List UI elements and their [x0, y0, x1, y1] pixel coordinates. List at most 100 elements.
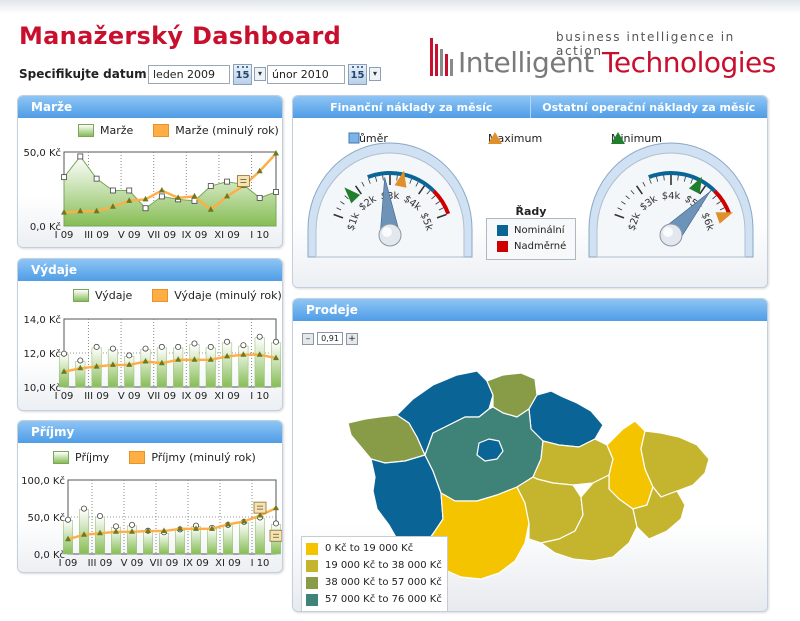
point-previous [129, 528, 135, 534]
gauge-tick [426, 190, 431, 195]
point-previous [65, 535, 71, 542]
point-previous [257, 512, 263, 518]
point-current [93, 175, 100, 182]
gauge-face [596, 152, 746, 258]
map-legend-swatch [306, 576, 318, 589]
legend-item-minimum: Minimum [611, 132, 662, 145]
point-previous [273, 504, 279, 511]
zoom-in-button[interactable]: + [346, 332, 358, 345]
x-tick-label: VII 09 [148, 391, 177, 402]
annotation-icon [236, 175, 250, 187]
point-previous [113, 528, 119, 534]
point-previous [175, 356, 182, 362]
zoom-value[interactable]: 0,91 [317, 332, 343, 345]
point-current [93, 343, 100, 350]
x-tick-label: I 09 [59, 558, 78, 569]
legend-item-average: Průměr [348, 132, 388, 145]
point-previous [61, 209, 67, 215]
prodeje-map-area: – 0,91 + [293, 321, 767, 611]
bar-current [124, 356, 135, 388]
x-tick-label: V 09 [118, 391, 141, 402]
y-tick-label: 0,0 Kč [30, 221, 61, 233]
gauge-tick [375, 176, 378, 182]
gauge-over-band [432, 189, 451, 215]
y-tick-label: 50,0 Kč [24, 147, 62, 159]
x-tick-label: III 09 [84, 230, 109, 241]
point-current [61, 174, 67, 181]
point-previous [175, 194, 182, 200]
legend-swatch-orange [153, 124, 170, 137]
gauge-minimum-marker [344, 187, 361, 204]
gauge-maximum-marker [715, 212, 734, 224]
point-current [256, 194, 263, 201]
bar-current [207, 528, 217, 555]
legend-swatch-green [53, 451, 69, 464]
region-zlinsky [632, 486, 686, 540]
gauge-tick [435, 201, 440, 205]
gauge-tick [617, 207, 623, 211]
legend-swatch-orange [129, 451, 146, 464]
marze-legend: Marže Marže (minulý rok) [78, 124, 279, 137]
y-tick-label: 50,0 Kč [28, 512, 66, 524]
map-legend-label: 57 000 Kč to 76 000 Kč [325, 594, 442, 605]
maximum-triangle-icon [488, 132, 502, 144]
point-current [158, 193, 165, 200]
map-legend-label: 38 000 Kč to 57 000 Kč [325, 577, 442, 588]
zoom-control: – 0,91 + [302, 332, 358, 345]
date-from-dropdown[interactable]: ▾ [254, 67, 266, 81]
logo-tagline: business intelligence in action [556, 30, 735, 58]
point-previous [256, 167, 263, 174]
gauge-maximum-marker [394, 170, 407, 188]
annotation-icon [253, 501, 267, 514]
gauge-hub-highlight [382, 227, 392, 237]
tab-financni-naklady[interactable]: Finanční náklady za měsíc [293, 96, 531, 118]
x-tick-label: III 09 [88, 558, 113, 569]
bar-current [223, 525, 233, 555]
legend-swatch-green [73, 289, 89, 302]
vydaje-chart: 10,0 Kč 12,0 Kč 14,0 Kč I 09 III 09 V 09 VII 0… [24, 314, 282, 402]
logo-word-technologies: Technologies [602, 46, 776, 79]
gauge-tick [438, 207, 444, 211]
point-previous [93, 207, 100, 214]
gauges-body: Průměr Maximum Minimum $1k$2k$3k$4k$5k $2… [293, 118, 767, 287]
point-previous [126, 361, 133, 367]
y-tick-label: 10,0 Kč [24, 382, 62, 394]
point-previous [193, 525, 199, 531]
point-current [175, 343, 182, 350]
legend-item-marze-prev: Marže (minulý rok) [153, 124, 279, 137]
point-previous [142, 358, 149, 364]
zoom-out-button[interactable]: – [302, 332, 314, 345]
point-previous [177, 525, 183, 531]
date-to-input[interactable]: únor 2010 [267, 65, 345, 84]
gauge-series-title: Řady [515, 205, 547, 218]
legend-item-vydaje: Výdaje [73, 289, 132, 302]
point-previous [158, 359, 165, 366]
point-previous [191, 192, 198, 199]
calendar-to-icon[interactable]: 15 [348, 64, 367, 85]
point-current [240, 342, 247, 349]
point-previous [241, 517, 247, 524]
gauge-tick [418, 185, 426, 195]
map-legend-swatch [306, 542, 318, 555]
point-current [142, 345, 149, 352]
gauge-tick [663, 175, 665, 181]
prodeje-panel: Prodeje – 0,91 + [292, 298, 768, 612]
point-previous [158, 186, 165, 193]
gauge-tick [614, 213, 625, 219]
gauge-tick-label: $4k [662, 191, 681, 202]
date-from-input[interactable]: leden 2009 [148, 65, 230, 84]
series-area-current [63, 155, 277, 227]
date-to-dropdown[interactable]: ▾ [369, 67, 381, 81]
gauge-tick [625, 195, 630, 200]
legend-label: Minimum [611, 132, 662, 145]
tab-ostatni-naklady[interactable]: Ostatní operační náklady za měsíc [542, 101, 756, 114]
bar-current [156, 347, 167, 388]
point-previous [126, 197, 133, 203]
czech-regions-map[interactable] [293, 321, 768, 612]
gauge-tick [712, 195, 717, 200]
legend-item-marze: Marže [78, 124, 133, 137]
point-previous [77, 207, 84, 214]
map-legend-item: 0 Kč to 19 000 Kč [306, 540, 442, 557]
gauges-svg: $1k$2k$3k$4k$5k $2k$3k$4k$5k$6k [307, 142, 754, 258]
calendar-from-icon[interactable]: 15 [233, 64, 252, 85]
